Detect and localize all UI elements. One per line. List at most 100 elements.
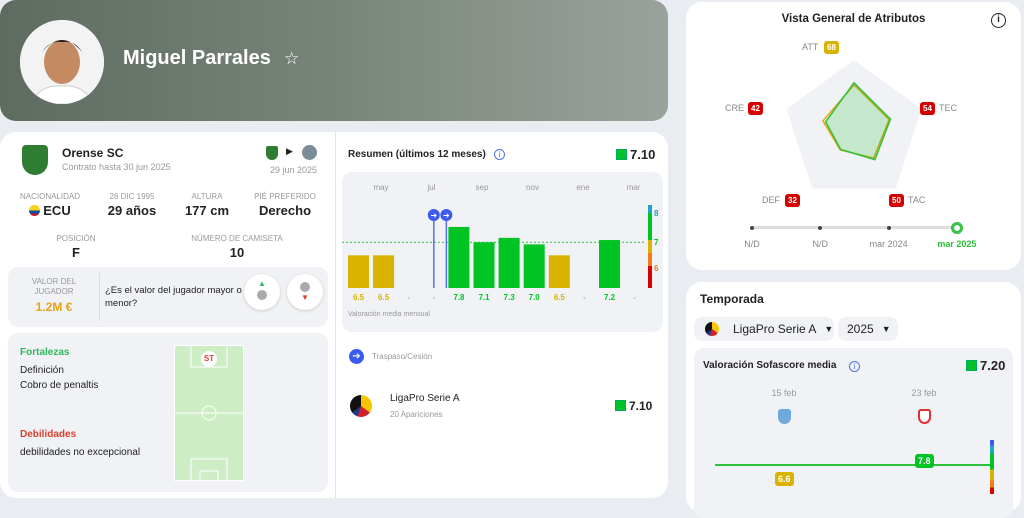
radar-current-polygon [824, 81, 892, 161]
vote-lower-button[interactable]: ▼ [287, 274, 323, 310]
timeline-point[interactable] [818, 225, 823, 230]
rating-scale-segment [648, 205, 652, 213]
strength-item: Definición [20, 365, 64, 376]
season-title: Temporada [700, 292, 764, 306]
opponent-crest-icon[interactable] [778, 409, 791, 424]
season-rating-value: 7.20 [980, 358, 1006, 373]
bar-value-label: 7.2 [604, 293, 616, 302]
competition-rating-value: 7.10 [629, 399, 653, 413]
month-label: nov [526, 183, 539, 192]
from-club-icon [266, 146, 278, 160]
bar-value-label: 7.8 [453, 293, 465, 302]
timeline-track[interactable] [752, 226, 957, 229]
transfer-marker-icon [440, 209, 453, 221]
vote-higher-button[interactable]: ▲ [244, 274, 280, 310]
stat-value: ECU [43, 203, 71, 218]
chart-footer: Valoración media mensual [348, 311, 430, 318]
bar [448, 226, 470, 288]
competition-name: LigaPro Serie A [390, 393, 460, 404]
stat-height: 177 cm [184, 203, 230, 218]
bar-value-label: 7.3 [504, 293, 516, 302]
weaknesses-title: Debilidades [20, 429, 77, 440]
position-marker: ST [203, 354, 215, 363]
market-value-question: ¿Es el valor del jugador mayor o menor? [105, 285, 242, 309]
scale-label: 7 [654, 238, 659, 247]
market-value: 1.2M € [35, 300, 73, 314]
summary-rating: 7.10 [616, 147, 655, 162]
market-value-label: VALOR DEL JUGADOR [31, 277, 77, 296]
ecuador-flag-icon [29, 205, 41, 216]
axis-value-badge: 32 [785, 194, 800, 207]
year-selected: 2025 [847, 322, 874, 336]
bar-value-label: 7.1 [478, 293, 490, 302]
month-label: ene [576, 183, 590, 192]
year-dropdown[interactable]: 2025 ▼ [838, 317, 898, 341]
league-selected: LigaPro Serie A [733, 322, 817, 336]
timeline-label[interactable]: mar 2025 [937, 239, 977, 249]
rating-scale-segment [648, 240, 652, 253]
match-rating-badge[interactable]: 6.6 [775, 472, 794, 486]
bar [599, 240, 620, 288]
league-dropdown[interactable]: LigaPro Serie A ▼ [694, 317, 834, 341]
timeline-point[interactable] [750, 225, 754, 230]
attributes-card: Vista General de Atributos i ATT 68 TEC 54 T… [686, 2, 1021, 270]
bar [498, 237, 520, 288]
season-rating-title: Valoración Sofascore media [703, 360, 837, 371]
axis-label: ATT [802, 42, 819, 52]
transfer-marker-icon [427, 209, 440, 221]
attributes-title: Vista General de Atributos [781, 13, 926, 25]
competition-row[interactable]: LigaPro Serie A 20 Apariciones 7.10 [345, 390, 660, 426]
timeline-label[interactable]: mar 2024 [869, 239, 908, 249]
divider [99, 273, 100, 321]
axis-label: TAC [908, 195, 926, 205]
match-rating-badge[interactable]: 7.8 [915, 454, 934, 468]
summary-chart-area: may jul sep nov ene mar 6.5 6.5 - - 7.8 7.1 7.3 7.0 6.… [342, 172, 663, 332]
match-date: 15 feb [771, 388, 797, 398]
timeline-label[interactable]: N/D [812, 239, 829, 249]
transfer-arrow-icon: ➔ [430, 211, 437, 220]
to-club-icon [302, 145, 317, 160]
info-icon[interactable]: i [849, 361, 860, 372]
info-icon[interactable]: i [494, 149, 505, 160]
competition-rating: 7.10 [615, 399, 652, 413]
star-outline-icon[interactable]: ☆ [284, 49, 300, 68]
rating-color-icon [966, 360, 977, 371]
timeline-point[interactable] [950, 221, 963, 234]
player-header: Miguel Parrales ☆ [0, 0, 668, 121]
bar-value-label: 6.5 [378, 293, 390, 302]
player-avatar [20, 20, 104, 104]
info-icon[interactable]: i [991, 13, 1006, 28]
month-label: jul [426, 183, 435, 192]
rating-scale-segment [648, 253, 652, 266]
bar [523, 244, 545, 288]
rating-color-icon [615, 400, 626, 411]
bar-value-label: - [407, 293, 410, 302]
month-label: mar [627, 183, 641, 192]
summary-title: Resumen (últimos 12 meses) [348, 149, 486, 160]
club-name[interactable]: Orense SC [62, 146, 124, 160]
stat-label: PIÉ PREFERIDO [254, 192, 316, 201]
transfer-arrow-icon: ➔ [443, 211, 450, 220]
opponent-crest-icon[interactable] [918, 409, 931, 424]
transfer-arrow-icon: ➔ [349, 349, 364, 364]
stat-label: NACIONALIDAD [19, 192, 80, 201]
axis-value-badge: 42 [748, 102, 763, 115]
bar [348, 255, 369, 288]
timeline-point[interactable] [886, 225, 891, 230]
stat-label: POSICIÓN [56, 234, 96, 243]
timeline-label[interactable]: N/D [744, 239, 760, 249]
axis-value-badge: 68 [824, 41, 839, 54]
rating-scale-segment [648, 266, 652, 288]
stat-age: 29 años [107, 203, 157, 218]
bar-value-label: 6.5 [353, 293, 365, 302]
strength-item: Cobro de penaltis [20, 380, 99, 391]
club-crest-icon [22, 145, 48, 175]
stat-foot: Derecho [258, 203, 312, 218]
player-name: Miguel Parrales [123, 47, 271, 69]
bar-value-label: - [583, 293, 586, 302]
arrow-right-icon: ▶ [286, 146, 293, 156]
pitch-diagram [174, 345, 244, 481]
season-card: Temporada LigaPro Serie A ▼ 2025 ▼ Valor… [686, 282, 1021, 518]
stat-label: 26 DIC 1995 [109, 192, 155, 201]
axis-label: DEF [762, 195, 780, 205]
